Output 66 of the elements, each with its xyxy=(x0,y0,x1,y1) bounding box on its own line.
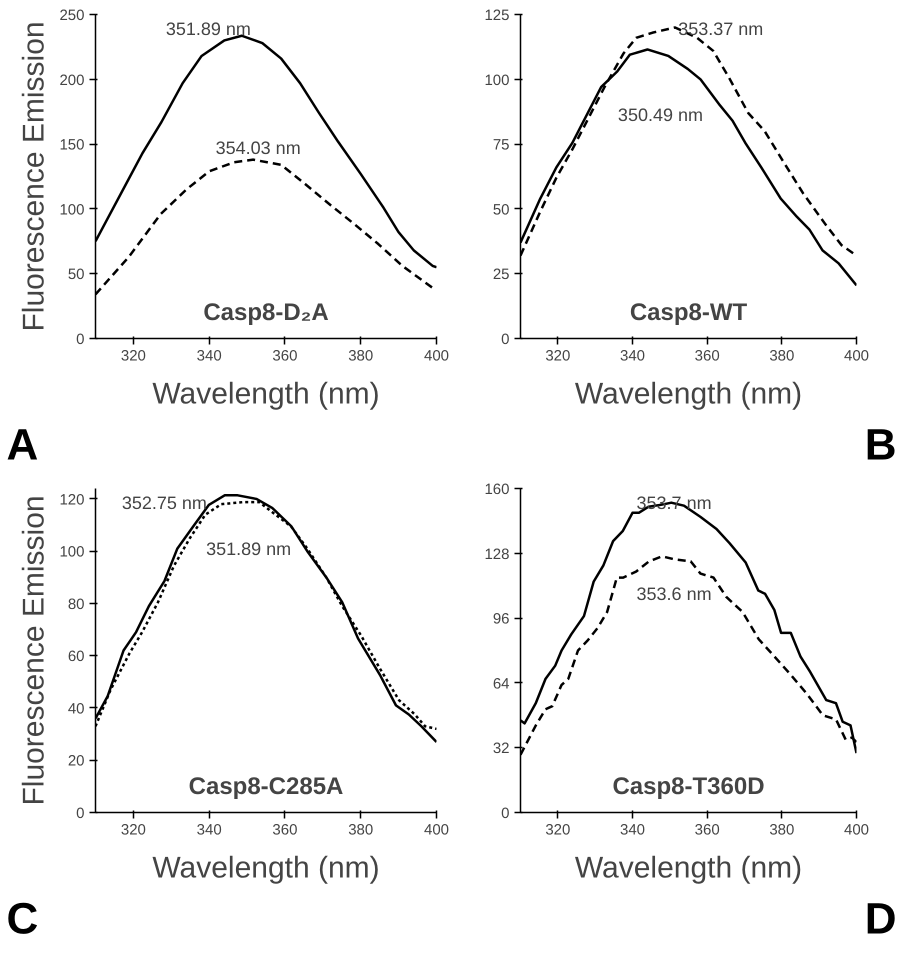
y-tick-label: 100 xyxy=(59,544,85,561)
y-tick-label: 80 xyxy=(68,596,85,613)
y-tick-label: 160 xyxy=(484,481,510,498)
y-tick-label: 60 xyxy=(68,648,85,666)
y-tick-label: 200 xyxy=(59,72,85,89)
y-tick-label: 50 xyxy=(68,266,85,284)
annotation: 351.89 nm xyxy=(206,539,292,560)
y-tick-label: 20 xyxy=(68,752,85,770)
x-tick-label: 340 xyxy=(196,348,222,364)
text: B xyxy=(864,420,897,470)
y-tick-label: 100 xyxy=(59,201,85,218)
y-tick-label: 40 xyxy=(68,700,85,718)
x-tick-label: 320 xyxy=(545,348,570,364)
x-tick-label: 340 xyxy=(620,822,646,838)
annotation: 350.49 nm xyxy=(618,104,703,125)
annotation: 354.03 nm xyxy=(216,138,301,158)
y-axis-title: Fluorescence Emission xyxy=(17,21,50,332)
x-tick-label: 320 xyxy=(120,822,146,838)
x-tick-label: 360 xyxy=(694,822,720,838)
y-tick-label: 0 xyxy=(76,331,84,348)
text: D xyxy=(864,894,897,944)
text: Casp8-WT xyxy=(630,299,748,326)
x-tick-label: 340 xyxy=(620,348,646,364)
annotation: 353.6 nm xyxy=(636,584,712,604)
x-tick-label: 360 xyxy=(272,822,298,838)
y-tick-label: 0 xyxy=(501,331,510,348)
y-tick-label: 128 xyxy=(484,546,510,563)
x-axis-title: Wavelength (nm) xyxy=(574,378,802,410)
x-axis-title: Wavelength (nm) xyxy=(152,852,380,884)
y-tick-label: 25 xyxy=(492,266,510,284)
y-tick-label: 0 xyxy=(501,805,510,822)
x-tick-label: 380 xyxy=(348,822,374,838)
x-tick-label: 400 xyxy=(424,348,450,364)
x-tick-label: 380 xyxy=(348,348,374,364)
x-tick-label: 380 xyxy=(769,348,794,364)
annotation: 352.75 nm xyxy=(122,493,207,514)
x-tick-label: 400 xyxy=(424,822,450,838)
y-tick-label: 250 xyxy=(59,7,85,24)
x-tick-label: 320 xyxy=(120,348,146,364)
x-axis-title: Wavelength (nm) xyxy=(152,378,380,410)
text: Casp8-C285A xyxy=(188,773,344,800)
y-axis-title: Fluorescence Emission xyxy=(17,495,50,806)
text: A xyxy=(6,420,38,470)
x-tick-label: 400 xyxy=(844,822,870,838)
x-tick-label: 360 xyxy=(272,348,298,364)
y-tick-label: 120 xyxy=(59,491,85,508)
x-tick-label: 340 xyxy=(196,822,222,838)
x-tick-label: 400 xyxy=(844,348,870,364)
y-tick-label: 150 xyxy=(59,136,85,154)
y-tick-label: 50 xyxy=(492,201,510,218)
y-tick-label: 125 xyxy=(484,7,510,24)
x-tick-label: 320 xyxy=(545,822,570,838)
y-tick-label: 0 xyxy=(76,805,84,822)
text: Casp8-D₂A xyxy=(203,299,329,326)
y-tick-label: 100 xyxy=(484,72,510,89)
x-axis-title: Wavelength (nm) xyxy=(574,852,802,884)
text: Casp8-T360D xyxy=(612,773,765,800)
text: C xyxy=(6,894,38,944)
y-tick-label: 96 xyxy=(492,610,510,628)
x-tick-label: 360 xyxy=(694,348,720,364)
y-tick-label: 64 xyxy=(492,675,510,692)
y-tick-label: 32 xyxy=(492,740,510,758)
x-tick-label: 380 xyxy=(769,822,794,838)
y-tick-label: 75 xyxy=(492,136,510,154)
annotation: 351.89 nm xyxy=(166,19,251,40)
annotation: 353.37 nm xyxy=(678,19,764,40)
